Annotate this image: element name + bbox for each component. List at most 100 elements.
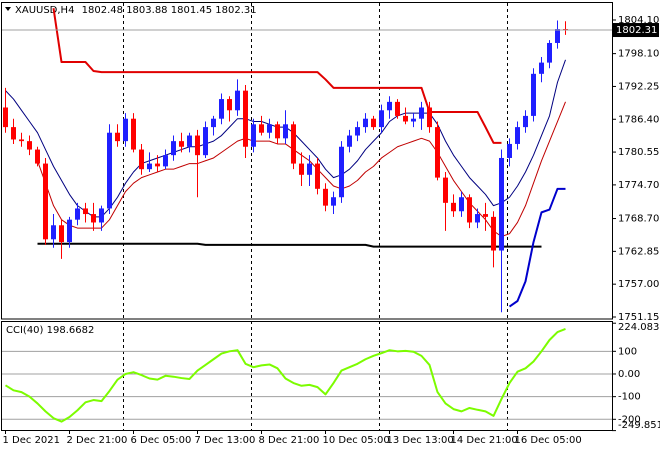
candle-body (419, 107, 424, 119)
y-tick-label: -249.8516 (618, 420, 660, 431)
candle-body (347, 135, 352, 147)
ohlc-high: 1803.88 (126, 5, 167, 16)
candle-body (403, 115, 408, 122)
candle-body (19, 139, 24, 142)
y-tick-label: 224.0839 (618, 322, 660, 333)
candle-body (331, 197, 336, 206)
candle-body (291, 124, 296, 164)
candle-body (307, 163, 312, 175)
main-panel-frame (1, 2, 613, 320)
y-tick-label: 1798.10 (618, 49, 659, 60)
candle-body (283, 124, 288, 139)
candle-body (387, 101, 392, 111)
ohlc-close: 1802.31 (215, 5, 256, 16)
x-tick-label: 6 Dec 05:00 (131, 435, 192, 446)
candle-body (555, 29, 560, 43)
ohlc-open: 1802.48 (82, 5, 123, 16)
candle-body (411, 118, 416, 122)
candle-body (107, 132, 112, 209)
candle-body (179, 141, 184, 147)
candle-body (219, 99, 224, 119)
x-tick-label: 14 Dec 21:00 (451, 435, 518, 446)
candle-body (187, 135, 192, 147)
y-tick-label: 1768.70 (618, 214, 659, 225)
cci-header: CCI(40) 198.6682 (6, 325, 94, 336)
x-tick-label: 7 Dec 13:00 (195, 435, 256, 446)
y-tick-label: -200 (618, 414, 641, 425)
y-tick-label: 1786.40 (618, 114, 659, 125)
candle-body (75, 208, 80, 220)
price-box (613, 23, 659, 38)
candle-body (131, 118, 136, 150)
candle-body (507, 143, 512, 158)
candle-body (443, 177, 448, 203)
y-tick-label: 1780.55 (618, 147, 659, 158)
candle-body (315, 163, 320, 189)
candle-body (523, 115, 528, 128)
candle-body (539, 62, 544, 74)
candle-body (323, 188, 328, 206)
y-tick-label: 1762.85 (618, 246, 659, 257)
chart-header: XAUUSD,H4 1802.48 1803.88 1801.45 1802.3… (15, 5, 257, 16)
candle-body (123, 118, 128, 142)
indicator-line (52, 8, 502, 144)
candle-body (163, 155, 168, 167)
candle-body (363, 118, 368, 128)
candle-body (203, 127, 208, 156)
candle-body (467, 197, 472, 223)
candle-body (451, 202, 456, 212)
period-separators (123, 3, 508, 430)
candle-body (355, 127, 360, 136)
candle-body (395, 101, 400, 116)
ohlc-low: 1801.45 (171, 5, 212, 16)
candle-body (547, 42, 552, 63)
symbol-title: XAUUSD,H4 (15, 5, 74, 16)
y-tick-label: 1757.00 (618, 279, 659, 290)
candle-body (339, 146, 344, 198)
candle-body (171, 141, 176, 156)
x-tick-label: 13 Dec 13:00 (387, 435, 454, 446)
candle-body (427, 107, 432, 128)
y-tick-label: -100 (618, 392, 641, 403)
menu-arrow (5, 7, 11, 11)
candle-body (515, 127, 520, 144)
candle-body (475, 214, 480, 223)
x-tick-label: 2 Dec 21:00 (67, 435, 128, 446)
indicator-line (37, 242, 542, 248)
candle-body (139, 149, 144, 170)
cci-title: CCI(40) (6, 325, 44, 336)
x-tick-label: 1 Dec 2021 (3, 435, 61, 446)
candle-body (195, 135, 200, 156)
candle-body (67, 219, 72, 243)
candle-body (483, 214, 488, 217)
y-tick-label: 0.00 (618, 369, 640, 380)
y-tick-label: 1792.25 (618, 81, 659, 92)
candle-body (43, 163, 48, 240)
y-tick-label: 1804.10 (618, 15, 659, 26)
indicator-line (508, 187, 566, 308)
candle-body (235, 90, 240, 111)
candle-body (3, 107, 8, 128)
y-tick-label: 100 (618, 346, 637, 357)
candle-body (155, 163, 160, 167)
candle-body (27, 141, 32, 150)
y-tick-label: 1751.15 (618, 312, 659, 323)
candle-body (99, 208, 104, 223)
candle-body (227, 99, 232, 111)
x-tick-label: 16 Dec 05:00 (515, 435, 582, 446)
candle-body (275, 124, 280, 139)
candle-body (211, 118, 216, 128)
y-tick-label: 1774.70 (618, 180, 659, 191)
candle-body (11, 127, 16, 140)
price-label: 1802.31 (616, 25, 657, 36)
candle-body (91, 214, 96, 223)
indicator-line (4, 328, 566, 423)
candle-body (371, 118, 376, 128)
candle-body (491, 216, 496, 251)
candle-body (531, 73, 536, 116)
candle-body (243, 90, 248, 147)
candle-body (59, 225, 64, 243)
